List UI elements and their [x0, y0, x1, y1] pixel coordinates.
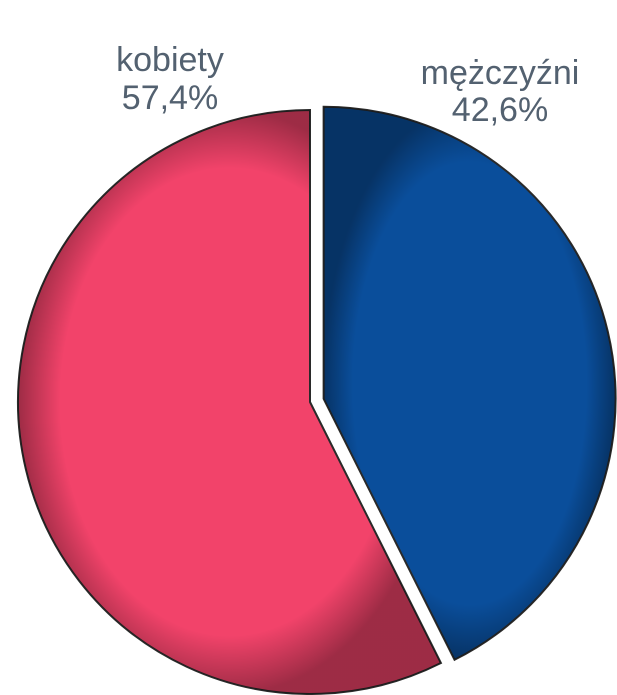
- value-label: 42,6%: [452, 91, 548, 129]
- slice-label: mężczyźni: [421, 54, 580, 92]
- slice-label: kobiety: [116, 41, 224, 79]
- value-label: 57,4%: [122, 79, 218, 117]
